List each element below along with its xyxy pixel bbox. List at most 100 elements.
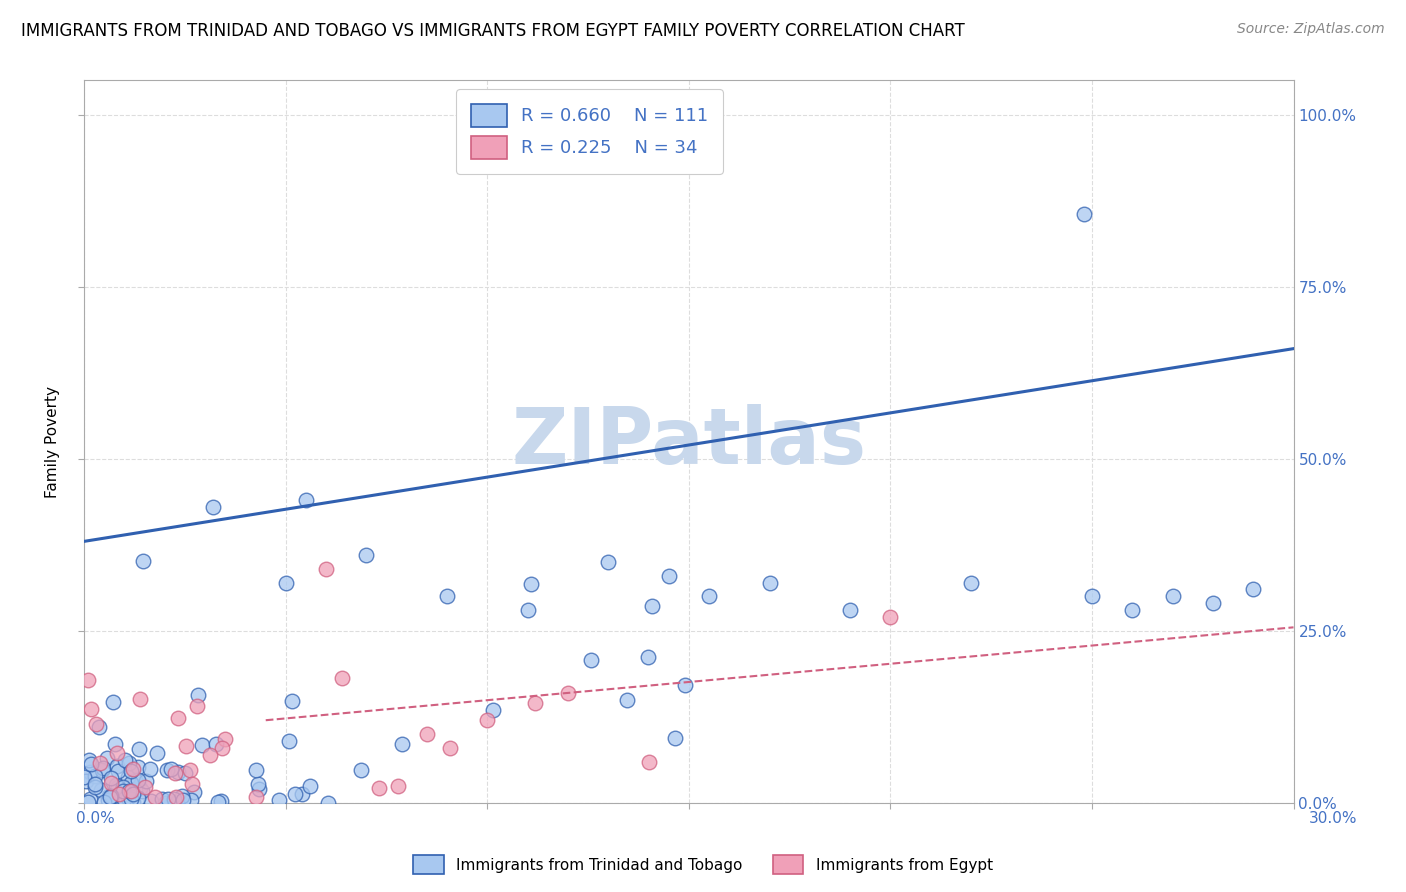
Point bbox=[79, 764, 101, 779]
Point bbox=[186, 699, 208, 714]
Text: 30.0%: 30.0% bbox=[1309, 812, 1357, 826]
Point bbox=[179, 764, 201, 778]
Point bbox=[664, 731, 686, 745]
Point bbox=[281, 694, 304, 708]
Point bbox=[1073, 207, 1095, 221]
Point bbox=[100, 790, 122, 805]
Point bbox=[350, 763, 373, 777]
Point bbox=[1081, 590, 1104, 604]
Point bbox=[150, 792, 173, 806]
Point bbox=[107, 787, 129, 801]
Point bbox=[579, 653, 602, 667]
Point bbox=[98, 790, 121, 805]
Point bbox=[100, 775, 122, 789]
Point bbox=[127, 791, 149, 805]
Point bbox=[165, 765, 187, 780]
Point bbox=[416, 727, 439, 741]
Point bbox=[118, 756, 141, 770]
Point bbox=[129, 780, 152, 795]
Point bbox=[73, 770, 96, 784]
Point bbox=[138, 762, 160, 776]
Point bbox=[295, 493, 318, 508]
Point bbox=[191, 738, 214, 752]
Point bbox=[101, 695, 124, 709]
Point bbox=[247, 782, 270, 797]
Point bbox=[96, 750, 118, 764]
Point bbox=[77, 795, 100, 809]
Point bbox=[181, 777, 204, 791]
Point bbox=[172, 793, 194, 807]
Point bbox=[124, 772, 146, 787]
Point bbox=[174, 766, 197, 780]
Point bbox=[131, 784, 153, 798]
Point bbox=[111, 780, 134, 794]
Point bbox=[159, 762, 181, 776]
Point bbox=[697, 590, 720, 604]
Point bbox=[156, 763, 179, 777]
Point bbox=[1121, 603, 1143, 617]
Point bbox=[524, 697, 547, 711]
Point bbox=[117, 790, 139, 805]
Point bbox=[637, 649, 659, 664]
Point bbox=[100, 771, 122, 785]
Point bbox=[112, 784, 135, 798]
Point bbox=[84, 777, 107, 791]
Point bbox=[118, 784, 141, 798]
Point bbox=[80, 757, 103, 772]
Point bbox=[127, 760, 149, 774]
Point bbox=[245, 763, 267, 777]
Point bbox=[356, 548, 378, 562]
Point bbox=[436, 590, 458, 604]
Point bbox=[166, 795, 188, 809]
Point bbox=[75, 773, 97, 788]
Point bbox=[107, 764, 129, 779]
Point bbox=[83, 769, 105, 783]
Point bbox=[1241, 582, 1264, 597]
Point bbox=[122, 762, 145, 776]
Point bbox=[77, 673, 100, 687]
Point bbox=[87, 719, 110, 733]
Point bbox=[83, 780, 105, 795]
Point bbox=[209, 794, 232, 808]
Point bbox=[1202, 596, 1225, 610]
Point bbox=[368, 780, 391, 795]
Point bbox=[673, 678, 696, 692]
Point bbox=[202, 500, 225, 514]
Point bbox=[291, 787, 314, 801]
Point bbox=[134, 780, 156, 795]
Point bbox=[214, 732, 236, 747]
Point bbox=[115, 783, 138, 797]
Point bbox=[637, 755, 659, 769]
Point bbox=[120, 784, 142, 798]
Point bbox=[107, 780, 129, 794]
Point bbox=[104, 738, 127, 752]
Point bbox=[143, 790, 166, 805]
Point bbox=[387, 780, 409, 794]
Point bbox=[299, 780, 322, 794]
Point bbox=[120, 784, 142, 798]
Point bbox=[135, 773, 157, 788]
Point bbox=[641, 599, 664, 614]
Point bbox=[557, 686, 579, 700]
Point bbox=[100, 789, 122, 803]
Point bbox=[89, 756, 111, 771]
Point bbox=[183, 785, 205, 799]
Text: ZIPatlas: ZIPatlas bbox=[512, 403, 866, 480]
Point bbox=[120, 776, 142, 790]
Point bbox=[315, 562, 337, 576]
Point bbox=[205, 737, 228, 751]
Point bbox=[1161, 590, 1184, 604]
Point bbox=[277, 734, 299, 748]
Point bbox=[274, 575, 297, 590]
Text: Source: ZipAtlas.com: Source: ZipAtlas.com bbox=[1237, 22, 1385, 37]
Point bbox=[98, 789, 121, 804]
Point bbox=[187, 688, 209, 702]
Point bbox=[284, 787, 307, 801]
Point bbox=[84, 717, 107, 731]
Point bbox=[114, 753, 136, 767]
Y-axis label: Family Poverty: Family Poverty bbox=[45, 385, 60, 498]
Point bbox=[245, 790, 267, 805]
Point bbox=[112, 792, 135, 806]
Point bbox=[758, 575, 780, 590]
Point bbox=[104, 778, 127, 792]
